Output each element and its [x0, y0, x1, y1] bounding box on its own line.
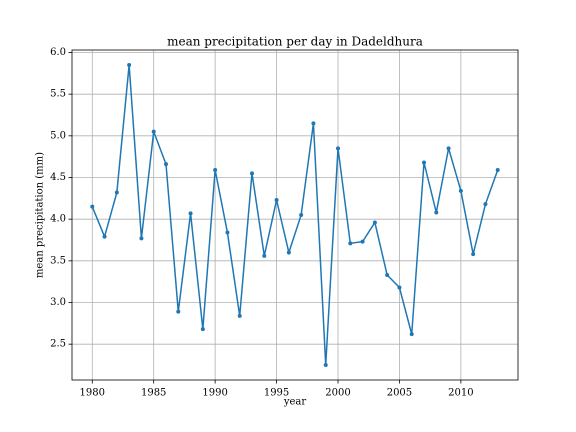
x-tick-label: 1980 — [80, 388, 105, 399]
y-axis-label: mean precipitation (mm) — [35, 152, 46, 278]
chart-title: mean precipitation per day in Dadeldhura — [167, 35, 423, 49]
data-point — [311, 121, 316, 126]
x-axis-label: year — [283, 397, 307, 408]
data-point — [188, 211, 193, 216]
x-tick-label: 2005 — [387, 388, 412, 399]
data-point — [139, 236, 144, 241]
data-point — [237, 313, 242, 318]
x-tick-label: 2010 — [448, 388, 473, 399]
data-point — [323, 363, 328, 367]
data-point — [102, 234, 107, 239]
data-point — [200, 327, 205, 332]
data-point — [176, 309, 181, 314]
data-point — [249, 171, 254, 176]
data-point — [422, 160, 427, 165]
data-point — [163, 162, 168, 167]
y-tick-label: 2.5 — [50, 339, 66, 350]
x-tick-label: 1985 — [141, 388, 166, 399]
y-tick-label: 6.0 — [50, 47, 66, 58]
data-point — [372, 220, 377, 225]
data-point — [213, 168, 218, 172]
data-point — [127, 63, 132, 67]
data-point — [151, 129, 156, 134]
y-tick-label: 5.5 — [50, 89, 66, 100]
data-point — [385, 273, 390, 277]
data-point — [336, 146, 341, 151]
data-point — [409, 332, 414, 337]
data-point — [286, 250, 291, 255]
data-point — [360, 239, 365, 244]
data-point — [262, 253, 267, 258]
data-point — [483, 202, 488, 207]
data-point — [446, 146, 451, 151]
x-tick-label: 2000 — [325, 388, 350, 399]
data-point — [90, 204, 95, 209]
y-tick-label: 3.5 — [50, 255, 66, 266]
data-point — [397, 285, 402, 290]
data-point — [458, 188, 463, 193]
data-point — [495, 168, 500, 172]
data-point — [225, 230, 230, 235]
data-point — [274, 198, 279, 202]
data-line — [91, 64, 499, 366]
data-point — [434, 210, 439, 215]
x-tick-label: 1995 — [264, 388, 289, 399]
y-tick-label: 4.5 — [50, 172, 66, 183]
plot-frame — [71, 49, 519, 381]
data-point — [114, 190, 119, 195]
data-point — [471, 252, 476, 257]
x-tick-label: 1990 — [202, 388, 227, 399]
y-tick-label: 3.0 — [50, 297, 66, 308]
data-point — [299, 213, 304, 217]
y-tick-label: 4.0 — [50, 214, 66, 225]
data-point — [348, 241, 353, 246]
y-tick-label: 5.0 — [50, 130, 66, 141]
